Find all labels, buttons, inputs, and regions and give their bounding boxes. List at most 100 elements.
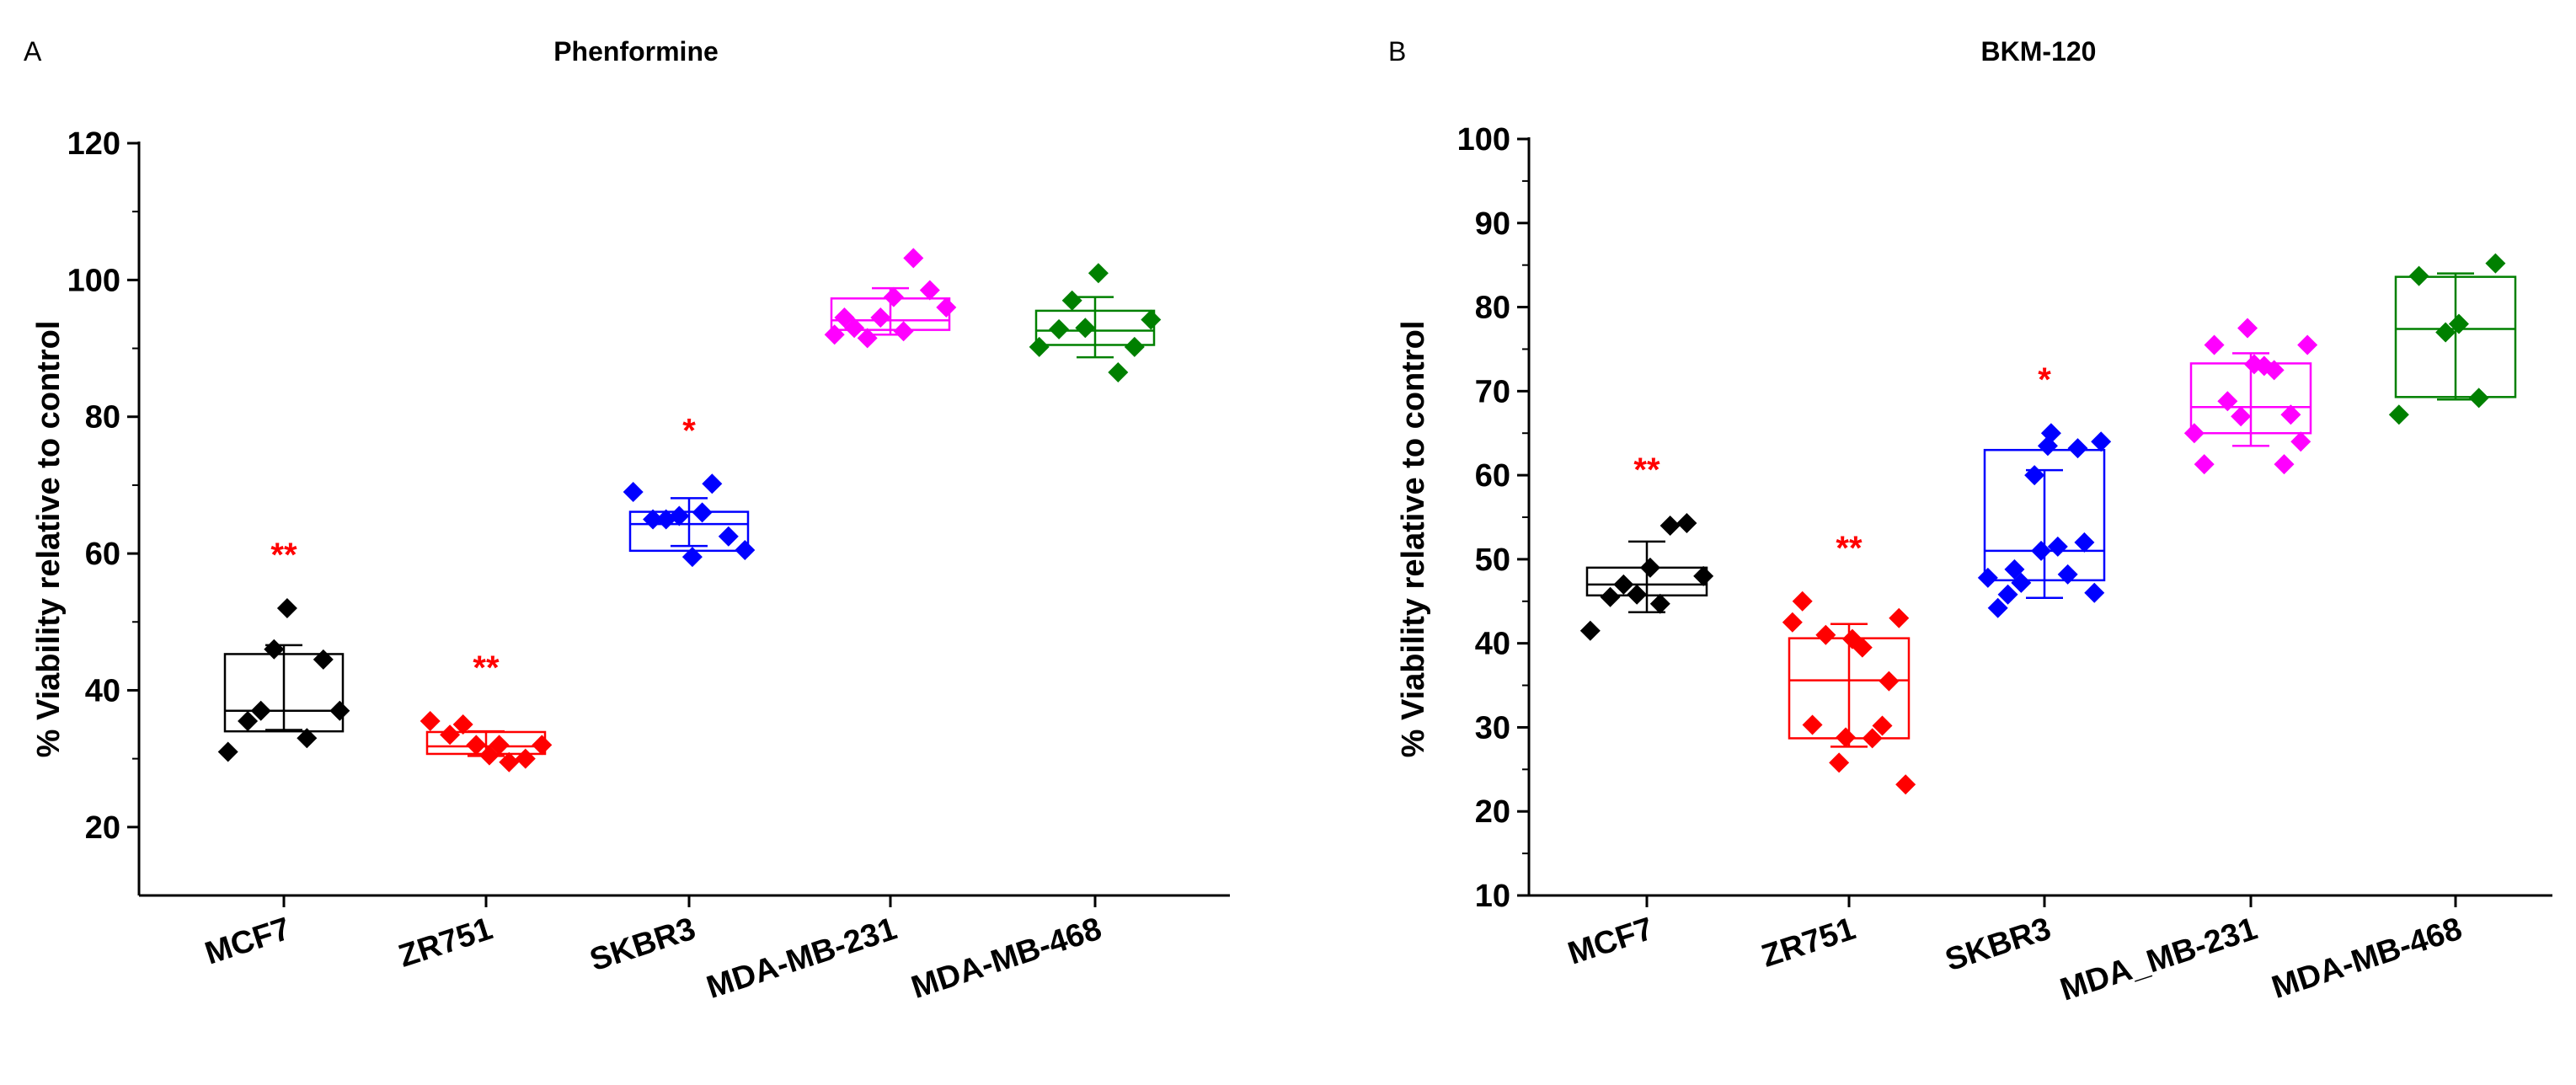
y-tick-label: 120 (67, 126, 120, 162)
data-point (834, 307, 855, 329)
data-point (1879, 671, 1900, 692)
data-point (1676, 512, 1697, 533)
data-point (1829, 752, 1850, 773)
data-point (692, 502, 713, 523)
y-tick-label: 60 (1475, 458, 1510, 494)
x-tick-label: MDA-MB-468 (2268, 911, 2466, 1006)
data-point (532, 735, 553, 756)
data-point (238, 710, 259, 731)
data-point (1141, 309, 1162, 330)
data-point (735, 540, 756, 561)
data-point (655, 509, 676, 530)
data-point (2047, 536, 2068, 557)
x-tick-label: ZR751 (1757, 911, 1859, 975)
significance-marker: ** (473, 649, 500, 687)
data-point (2067, 438, 2088, 459)
data-point (2024, 465, 2045, 486)
x-tick-label: MCF7 (200, 911, 294, 972)
y-tick-label: 80 (85, 400, 120, 436)
data-point (452, 714, 473, 735)
data-point (1693, 565, 1714, 586)
data-point (1862, 728, 1883, 749)
plot-area-a: 20 40 60 80 100 120 MCF7 ** ZR751 ** SKBR3 * MDA-MB-… (67, 126, 1230, 1006)
data-point (1802, 714, 1823, 735)
significance-marker: * (2038, 361, 2051, 398)
data-point (2194, 454, 2215, 475)
data-point (297, 728, 318, 749)
data-point (499, 751, 520, 772)
panel-a: A Phenformine % Viability relative to co… (24, 36, 1230, 1006)
data-point (1782, 612, 1803, 633)
data-point (903, 248, 924, 269)
y-axis-label-a: % Viability relative to control (31, 321, 67, 758)
data-point (2408, 265, 2429, 286)
data-point (264, 639, 285, 660)
data-point (489, 735, 510, 756)
x-tick-label: MDA-MB-231 (703, 911, 901, 1006)
data-point (2004, 559, 2025, 580)
data-point (2084, 582, 2105, 603)
data-point (1088, 263, 1109, 284)
data-point (1977, 567, 1998, 588)
data-point (2074, 532, 2095, 553)
data-point (1895, 774, 1916, 795)
x-tick-label: MCF7 (1563, 911, 1657, 972)
panel-letter-a: A (24, 36, 42, 67)
data-point (1815, 624, 1836, 645)
y-tick-label: 20 (1475, 794, 1510, 830)
data-point (2204, 334, 2225, 355)
x-tick-label: MDA_MB-231 (2056, 911, 2262, 1008)
data-point (1836, 727, 1857, 748)
data-point (936, 297, 957, 318)
plot-area-b: 10 20 30 40 50 60 70 80 90 100 MCF7 ** ZR751 ** SKBR3 *… (1457, 122, 2552, 1008)
data-point (1852, 637, 1873, 658)
y-tick-label: 50 (1475, 542, 1510, 578)
data-point (250, 700, 271, 721)
data-point (702, 473, 723, 494)
y-tick-label: 70 (1475, 374, 1510, 409)
data-point (2448, 313, 2469, 334)
data-point (919, 280, 940, 301)
data-point (1627, 584, 1648, 605)
panel-b: B BKM-120 % Viability relative to contro… (1388, 36, 2552, 1008)
y-tick-label: 40 (85, 673, 120, 708)
y-tick-label: 30 (1475, 710, 1510, 746)
data-point (1659, 515, 1681, 536)
y-tick-label: 60 (85, 537, 120, 572)
data-point (824, 324, 845, 345)
data-point (2290, 431, 2311, 452)
data-point (2040, 423, 2061, 444)
data-point (1061, 290, 1082, 311)
data-point (466, 735, 487, 756)
data-point (1075, 318, 1096, 339)
data-point (1792, 591, 1813, 612)
significance-marker: * (682, 412, 696, 449)
y-tick-label: 40 (1475, 627, 1510, 662)
data-point (893, 321, 914, 342)
data-point (329, 700, 350, 721)
data-point (2485, 253, 2506, 274)
data-point (870, 307, 891, 329)
data-point (1987, 597, 2008, 618)
data-point (2183, 423, 2205, 444)
data-point (1600, 586, 1621, 607)
data-point (2031, 540, 2052, 561)
data-point (1649, 593, 1670, 614)
y-tick-label: 20 (85, 810, 120, 846)
data-point (2274, 454, 2295, 475)
data-point (1613, 574, 1634, 595)
data-point (2237, 318, 2258, 339)
x-tick-label: SKBR3 (585, 911, 699, 979)
data-point (1889, 607, 1910, 628)
data-point (276, 598, 297, 619)
data-point (2435, 322, 2456, 343)
data-point (440, 724, 461, 746)
data-point (681, 547, 703, 568)
y-tick-label: 80 (1475, 291, 1510, 326)
y-tick-label: 100 (1457, 122, 1510, 158)
data-point (857, 328, 878, 349)
data-point (1997, 584, 2018, 605)
data-point (1049, 318, 1070, 339)
data-point (515, 748, 536, 769)
